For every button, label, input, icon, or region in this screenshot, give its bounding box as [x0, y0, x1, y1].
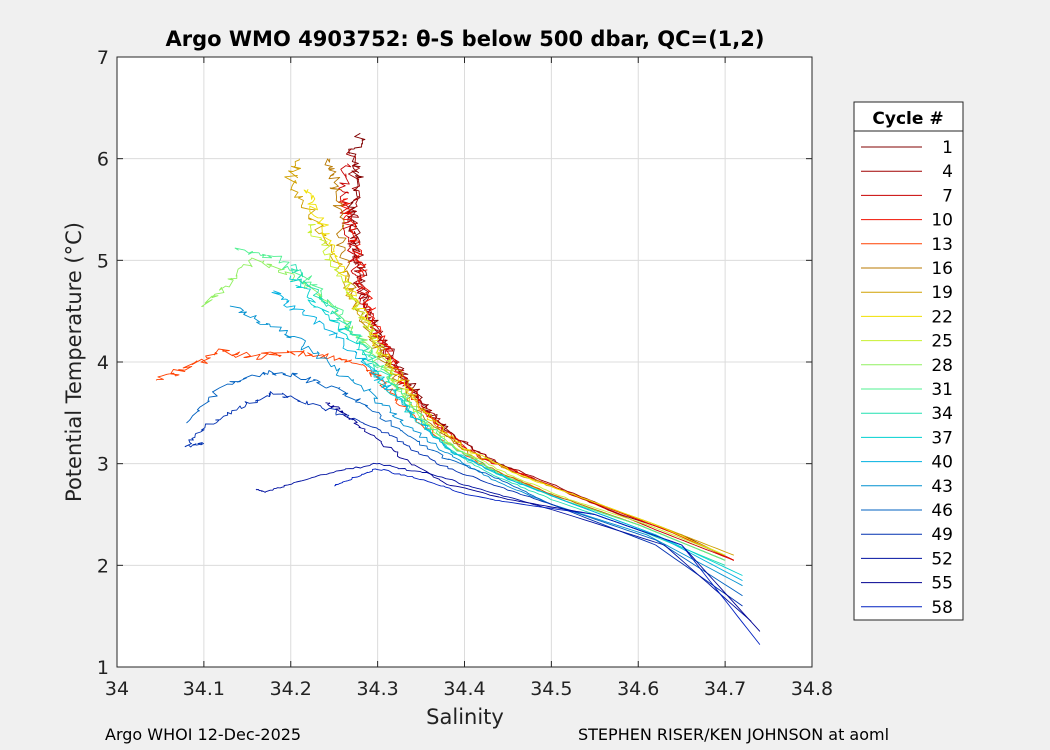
y-tick-label: 3 [97, 454, 109, 476]
legend-label-31: 31 [931, 380, 953, 400]
axis-ticks: 34 34.1 34.2 34.3 34.4 34.5 34.6 34.7 34.8123456… [97, 47, 833, 700]
series-line-cycle-7 [338, 163, 734, 561]
footer-left: Argo WHOI 12-Dec-2025 [105, 725, 302, 744]
legend-label-34: 34 [931, 404, 953, 424]
legend-entries: 1 4 7 10 13 16 19 22 25 28 31 34 37 40 43 46 49 52 55 58 [861, 138, 953, 618]
chart-title: Argo WMO 4903752: θ-S below 500 dbar, QC… [166, 27, 765, 51]
x-tick-label: 34.8 [791, 678, 833, 700]
legend-label-16: 16 [931, 259, 953, 279]
legend-label-55: 55 [931, 574, 953, 594]
y-tick-label: 7 [97, 47, 109, 69]
y-axis-label: Potential Temperature (°C) [62, 222, 86, 502]
series-line-cycle-58 [334, 468, 761, 645]
x-tick-label: 34.4 [443, 678, 485, 700]
legend-label-1: 1 [942, 138, 953, 158]
series-line-cycle-1 [346, 132, 735, 561]
series-group [155, 132, 761, 645]
series-line-cycle-22 [303, 189, 726, 556]
legend-label-10: 10 [931, 211, 953, 231]
x-tick-label: 34.2 [270, 678, 312, 700]
legend-box [853, 101, 964, 621]
x-tick-label: 34.7 [704, 678, 746, 700]
legend-label-52: 52 [931, 549, 953, 569]
legend: Cycle # 1 4 7 10 13 16 19 22 25 28 31 34 37 40 43 46 49 5… [853, 101, 964, 621]
legend-label-7: 7 [942, 186, 953, 206]
legend-label-40: 40 [931, 453, 953, 473]
legend-label-13: 13 [931, 235, 953, 255]
legend-label-58: 58 [931, 598, 953, 618]
series-line-cycle-16 [324, 158, 726, 561]
series-line-cycle-52 [255, 462, 752, 622]
y-tick-label: 4 [97, 352, 109, 374]
x-tick-label: 34.1 [183, 678, 225, 700]
legend-label-37: 37 [931, 428, 953, 448]
legend-label-22: 22 [931, 307, 953, 327]
x-tick-label: 34 [105, 678, 129, 700]
series-line-cycle-40 [271, 290, 743, 581]
legend-label-4: 4 [942, 162, 953, 182]
y-tick-label: 2 [97, 555, 109, 577]
legend-label-43: 43 [931, 477, 953, 497]
x-axis-label: Salinity [426, 705, 504, 729]
legend-title: Cycle # [872, 109, 943, 129]
series-line-cycle-43 [229, 305, 743, 587]
series-line-cycle-49 [184, 391, 743, 607]
legend-label-25: 25 [931, 332, 953, 352]
series-line-cycle-34 [290, 264, 726, 566]
x-tick-label: 34.6 [617, 678, 659, 700]
legend-label-28: 28 [931, 356, 953, 376]
legend-label-49: 49 [931, 525, 953, 545]
y-tick-label: 5 [97, 250, 109, 272]
x-tick-label: 34.3 [356, 678, 398, 700]
y-tick-label: 6 [97, 149, 109, 171]
footer-right: STEPHEN RISER/KEN JOHNSON at aoml [578, 725, 890, 744]
y-tick-label: 1 [97, 657, 109, 679]
legend-label-19: 19 [931, 283, 953, 303]
legend-label-46: 46 [931, 501, 953, 521]
x-tick-label: 34.5 [530, 678, 572, 700]
